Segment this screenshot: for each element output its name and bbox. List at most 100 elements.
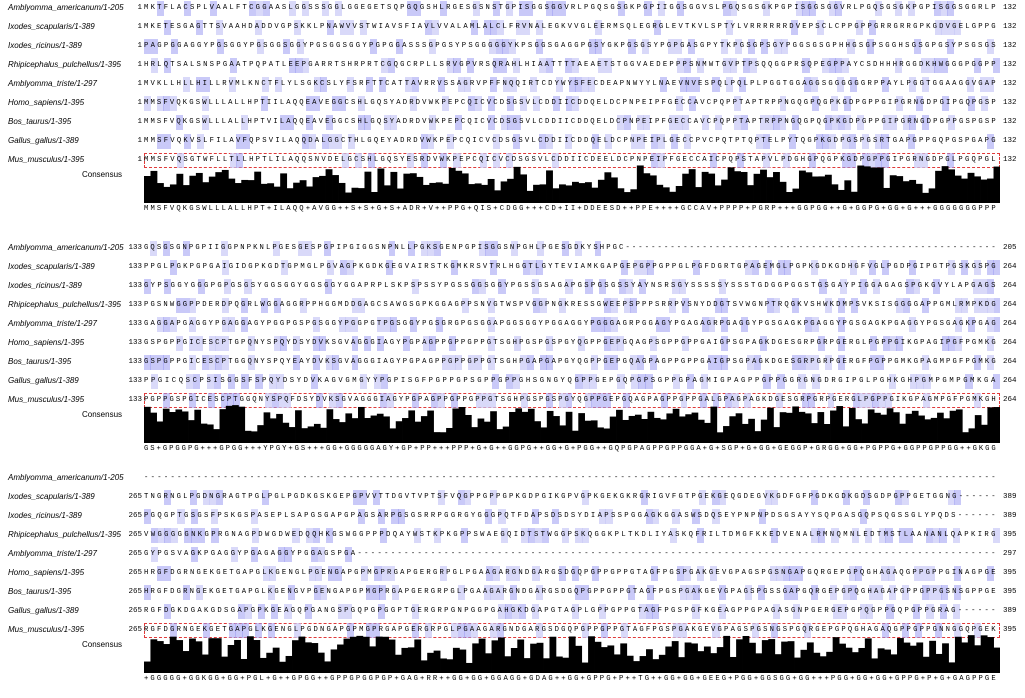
conservation-highlight — [163, 96, 171, 111]
consensus-bar — [903, 642, 911, 673]
conservation-highlight — [326, 20, 334, 35]
conservation-highlight — [202, 96, 210, 111]
consensus-bar — [254, 171, 262, 203]
conservation-highlight — [902, 298, 910, 313]
sequence-text: MMSFVQSGTWFLLTLLHPTLILAQQSNVDELGCSHLGQSY… — [144, 156, 998, 164]
conservation-highlight — [236, 153, 244, 168]
conservation-highlight — [657, 1, 665, 16]
consensus-bar — [276, 413, 283, 443]
conservation-highlight — [762, 134, 771, 149]
conservation-highlight — [986, 39, 994, 54]
conservation-highlight — [738, 77, 746, 92]
consensus-bar — [911, 410, 919, 443]
conservation-highlight — [366, 585, 374, 600]
sequence-residues: MMSFVQKVSLFILAVFQPSVILAQQDALGGCTHLGQEYAD… — [144, 134, 1000, 149]
consensus-bar — [446, 659, 454, 673]
conservation-highlight — [211, 528, 219, 543]
conservation-highlight — [710, 566, 718, 581]
consensus-bar — [439, 432, 447, 443]
conservation-highlight — [954, 20, 962, 35]
consensus-bar — [666, 413, 674, 443]
sequence-row: Amblyomma_triste/1-297 265 GYPGSVAGKPGAGGY… — [0, 546, 1025, 565]
sequence-end-position: 395 — [1003, 569, 1017, 577]
conservation-highlight — [190, 509, 198, 524]
conservation-highlight — [617, 336, 625, 351]
conservation-highlight — [572, 96, 579, 111]
conservation-highlight — [170, 623, 178, 638]
conservation-highlight — [591, 393, 599, 408]
conservation-highlight — [176, 298, 184, 313]
conservation-highlight — [747, 355, 755, 370]
conservation-highlight — [669, 115, 677, 130]
consensus-bar — [710, 653, 718, 673]
consensus-bar — [295, 410, 302, 443]
conservation-highlight — [500, 115, 508, 130]
conservation-highlight — [947, 260, 955, 275]
consensus-bar — [867, 409, 875, 443]
conservation-highlight — [792, 298, 800, 313]
conservation-highlight — [163, 20, 171, 35]
conservation-highlight — [325, 355, 333, 370]
sequence-text: MMSFVQKVSLFILAVFQPSVILAQQDALGGCTHLGQEYAD… — [144, 137, 998, 145]
conservation-highlight — [403, 336, 411, 351]
conservation-highlight — [526, 355, 534, 370]
consensus-bar — [507, 178, 515, 203]
conservation-highlight — [378, 604, 386, 619]
consensus-bar — [734, 171, 741, 203]
consensus-bar — [742, 635, 750, 673]
conservation-highlight — [843, 490, 851, 505]
consensus-bar — [376, 413, 384, 443]
consensus-bar — [603, 428, 611, 443]
conservation-highlight — [358, 509, 366, 524]
consensus-bar — [427, 652, 435, 673]
consensus-bar — [723, 635, 731, 673]
conservation-highlight — [381, 566, 389, 581]
conservation-highlight — [320, 585, 328, 600]
conservation-highlight — [721, 355, 729, 370]
consensus-bar — [929, 640, 937, 673]
consensus-bar — [922, 192, 930, 203]
consensus-bar — [455, 170, 463, 203]
conservation-highlight — [533, 96, 541, 111]
conservation-highlight — [420, 241, 428, 256]
conservation-highlight — [341, 153, 349, 168]
consensus-bar — [427, 410, 434, 443]
conservation-highlight — [510, 241, 518, 256]
conservation-highlight — [429, 115, 437, 130]
consensus-bar — [915, 183, 923, 203]
consensus-histogram — [144, 165, 1000, 203]
conservation-highlight — [744, 393, 752, 408]
consensus-bar — [435, 182, 443, 203]
sequence-name: Rhipicephalus_pulchellus/1-395 — [8, 300, 121, 309]
conservation-highlight — [723, 1, 731, 16]
conservation-highlight — [805, 317, 813, 332]
conservation-highlight — [358, 298, 365, 313]
conservation-highlight — [631, 134, 639, 149]
consensus-bar — [169, 184, 177, 203]
sequence-text: TNGRNGLPGDNGRAGTPGLPGLPGDKGSKGEPGPVVTTDG… — [144, 493, 998, 501]
conservation-highlight — [242, 134, 250, 149]
consensus-bar — [403, 173, 411, 203]
conservation-highlight — [710, 153, 718, 168]
consensus-bar — [685, 414, 692, 443]
conservation-highlight — [803, 77, 811, 92]
consensus-bar — [504, 656, 512, 673]
consensus-bar — [477, 418, 485, 443]
conservation-highlight — [575, 77, 583, 92]
conservation-highlight — [196, 20, 204, 35]
conservation-highlight — [817, 20, 825, 35]
consensus-bar — [672, 408, 680, 443]
sequence-name: Rhipicephalus_pulchellus/1-395 — [8, 530, 121, 539]
conservation-highlight — [407, 1, 415, 16]
conservation-highlight — [651, 566, 659, 581]
consensus-bar — [786, 192, 793, 203]
consensus-bar — [883, 187, 891, 203]
conservation-highlight — [521, 528, 529, 543]
conservation-highlight — [476, 393, 484, 408]
conservation-highlight — [841, 153, 850, 168]
conservation-highlight — [669, 528, 677, 543]
consensus-bar — [260, 183, 268, 203]
conservation-highlight — [973, 260, 981, 275]
consensus-bar — [442, 183, 450, 203]
consensus-bar — [253, 640, 261, 673]
